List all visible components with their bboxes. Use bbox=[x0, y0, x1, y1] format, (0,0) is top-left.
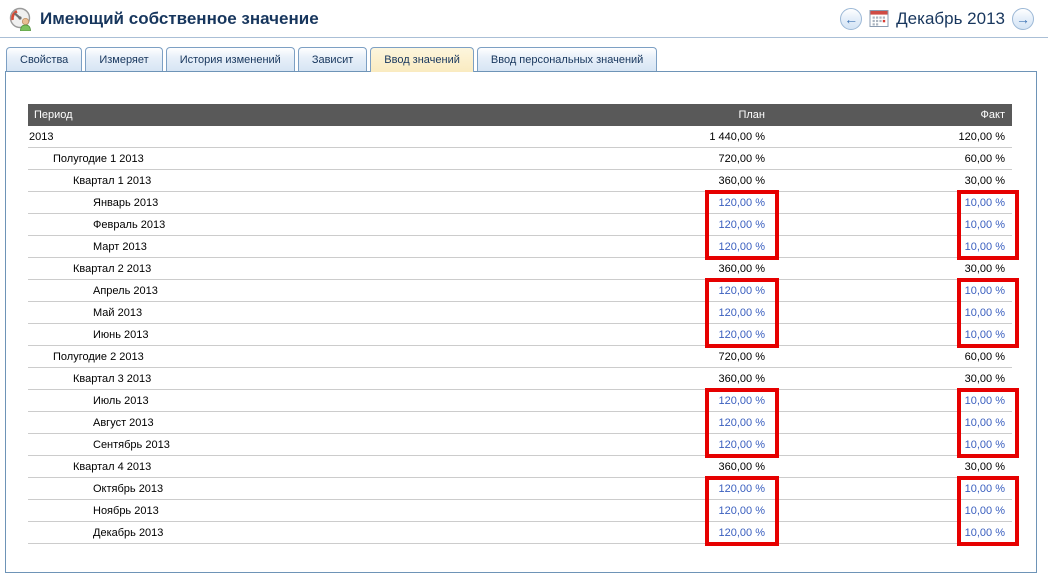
current-period-label: Декабрь 2013 bbox=[896, 8, 1005, 28]
gauge-user-icon bbox=[9, 7, 31, 31]
table-row: Июль 2013 120,00 % 10,00 % bbox=[28, 390, 1012, 412]
tab-0[interactable]: Свойства bbox=[6, 47, 83, 71]
column-header-plan: План bbox=[738, 109, 765, 121]
plan-value-cell[interactable]: 120,00 % bbox=[718, 394, 765, 407]
fact-value-cell[interactable]: 10,00 % bbox=[964, 504, 1005, 517]
period-cell: Квартал 4 2013 bbox=[73, 460, 152, 473]
values-table: Период План Факт 2013 1 440,00 % 120,00 % П… bbox=[28, 104, 1019, 546]
plan-value-cell: 720,00 % bbox=[718, 152, 765, 165]
prev-period-button[interactable]: ← bbox=[840, 7, 863, 30]
fact-value-cell: 30,00 % bbox=[964, 372, 1005, 385]
app-header: Имеющий собственное значение ← Декабрь 2… bbox=[0, 0, 1048, 38]
table-row: Февраль 2013 120,00 % 10,00 % bbox=[28, 214, 1012, 236]
column-header-period: Период bbox=[34, 109, 73, 121]
fact-value-cell[interactable]: 10,00 % bbox=[964, 218, 1005, 231]
period-cell: Квартал 1 2013 bbox=[73, 174, 152, 187]
table-row: Август 2013 120,00 % 10,00 % bbox=[28, 412, 1012, 434]
table-header-row: Период План Факт bbox=[28, 104, 1012, 126]
tab-1[interactable]: Измеряет bbox=[85, 47, 163, 71]
table-row: Квартал 2 2013 360,00 % 30,00 % bbox=[28, 258, 1012, 280]
fact-value-cell[interactable]: 10,00 % bbox=[964, 394, 1005, 407]
plan-value-cell[interactable]: 120,00 % bbox=[718, 284, 765, 297]
table-row: Квартал 4 2013 360,00 % 30,00 % bbox=[28, 456, 1012, 478]
fact-value-cell[interactable]: 10,00 % bbox=[964, 284, 1005, 297]
fact-value-cell[interactable]: 10,00 % bbox=[964, 196, 1005, 209]
fact-value-cell: 60,00 % bbox=[964, 350, 1005, 363]
tab-5[interactable]: Ввод персональных значений bbox=[476, 47, 658, 71]
fact-value-cell[interactable]: 10,00 % bbox=[964, 328, 1005, 341]
period-cell: Ноябрь 2013 bbox=[93, 504, 159, 517]
table-row: Полугодие 1 2013 720,00 % 60,00 % bbox=[28, 148, 1012, 170]
plan-value-cell: 360,00 % bbox=[718, 460, 765, 473]
table-row: Апрель 2013 120,00 % 10,00 % bbox=[28, 280, 1012, 302]
table-row: Октябрь 2013 120,00 % 10,00 % bbox=[28, 478, 1012, 500]
table-row: Декабрь 2013 120,00 % 10,00 % bbox=[28, 522, 1012, 544]
calendar-icon[interactable] bbox=[869, 9, 889, 28]
next-period-button[interactable]: → bbox=[1012, 7, 1034, 30]
fact-value-cell: 60,00 % bbox=[964, 152, 1005, 165]
plan-value-cell[interactable]: 120,00 % bbox=[718, 438, 765, 451]
period-cell: Октябрь 2013 bbox=[93, 482, 164, 495]
period-cell: Квартал 2 2013 bbox=[73, 262, 152, 275]
plan-value-cell[interactable]: 120,00 % bbox=[718, 526, 765, 539]
column-header-fact: Факт bbox=[980, 109, 1005, 121]
tab-4[interactable]: Ввод значений bbox=[370, 47, 474, 72]
period-navigation: ← Декабрь 2013 → bbox=[840, 7, 1034, 30]
plan-value-cell: 1 440,00 % bbox=[709, 130, 765, 143]
table-row: Март 2013 120,00 % 10,00 % bbox=[28, 236, 1012, 258]
plan-value-cell[interactable]: 120,00 % bbox=[718, 218, 765, 231]
plan-value-cell[interactable]: 120,00 % bbox=[718, 306, 765, 319]
period-cell: Полугодие 2 2013 bbox=[53, 350, 144, 363]
plan-value-cell[interactable]: 120,00 % bbox=[718, 328, 765, 341]
tab-bar: Свойства Измеряет История изменений Зависит… bbox=[6, 47, 658, 72]
fact-value-cell: 30,00 % bbox=[964, 174, 1005, 187]
table-row: Ноябрь 2013 120,00 % 10,00 % bbox=[28, 500, 1012, 522]
page-title: Имеющий собственное значение bbox=[40, 8, 319, 28]
period-cell: Апрель 2013 bbox=[93, 284, 158, 297]
table-row: Квартал 1 2013 360,00 % 30,00 % bbox=[28, 170, 1012, 192]
period-cell: Январь 2013 bbox=[93, 196, 159, 209]
fact-value-cell[interactable]: 10,00 % bbox=[964, 482, 1005, 495]
table-row: Июнь 2013 120,00 % 10,00 % bbox=[28, 324, 1012, 346]
table-row: 2013 1 440,00 % 120,00 % bbox=[28, 126, 1012, 148]
fact-value-cell[interactable]: 10,00 % bbox=[964, 438, 1005, 451]
period-cell: Февраль 2013 bbox=[93, 218, 166, 231]
period-cell: Июнь 2013 bbox=[93, 328, 149, 341]
plan-value-cell[interactable]: 120,00 % bbox=[718, 416, 765, 429]
fact-value-cell: 30,00 % bbox=[964, 262, 1005, 275]
plan-value-cell: 720,00 % bbox=[718, 350, 765, 363]
plan-value-cell[interactable]: 120,00 % bbox=[718, 240, 765, 253]
period-cell: Май 2013 bbox=[93, 306, 143, 319]
plan-value-cell[interactable]: 120,00 % bbox=[718, 504, 765, 517]
plan-value-cell: 360,00 % bbox=[718, 262, 765, 275]
period-cell: Квартал 3 2013 bbox=[73, 372, 152, 385]
period-cell: Полугодие 1 2013 bbox=[53, 152, 144, 165]
table-row: Полугодие 2 2013 720,00 % 60,00 % bbox=[28, 346, 1012, 368]
tab-3[interactable]: Зависит bbox=[297, 47, 368, 71]
period-cell: Сентябрь 2013 bbox=[93, 438, 170, 451]
period-cell: Июль 2013 bbox=[93, 394, 149, 407]
content-panel: Период План Факт 2013 1 440,00 % 120,00 % П… bbox=[5, 71, 1037, 573]
period-cell: Март 2013 bbox=[93, 240, 147, 253]
plan-value-cell[interactable]: 120,00 % bbox=[718, 482, 765, 495]
table-row: Май 2013 120,00 % 10,00 % bbox=[28, 302, 1012, 324]
fact-value-cell[interactable]: 10,00 % bbox=[964, 526, 1005, 539]
period-cell: Декабрь 2013 bbox=[93, 526, 164, 539]
table-row: Сентябрь 2013 120,00 % 10,00 % bbox=[28, 434, 1012, 456]
period-cell: 2013 bbox=[29, 130, 54, 143]
table-row: Январь 2013 120,00 % 10,00 % bbox=[28, 192, 1012, 214]
fact-value-cell: 120,00 % bbox=[958, 130, 1005, 143]
plan-value-cell: 360,00 % bbox=[718, 372, 765, 385]
fact-value-cell[interactable]: 10,00 % bbox=[964, 240, 1005, 253]
period-cell: Август 2013 bbox=[93, 416, 154, 429]
fact-value-cell[interactable]: 10,00 % bbox=[964, 306, 1005, 319]
plan-value-cell: 360,00 % bbox=[718, 174, 765, 187]
table-row: Квартал 3 2013 360,00 % 30,00 % bbox=[28, 368, 1012, 390]
fact-value-cell[interactable]: 10,00 % bbox=[964, 416, 1005, 429]
tab-2[interactable]: История изменений bbox=[165, 47, 295, 71]
plan-value-cell[interactable]: 120,00 % bbox=[718, 196, 765, 209]
fact-value-cell: 30,00 % bbox=[964, 460, 1005, 473]
